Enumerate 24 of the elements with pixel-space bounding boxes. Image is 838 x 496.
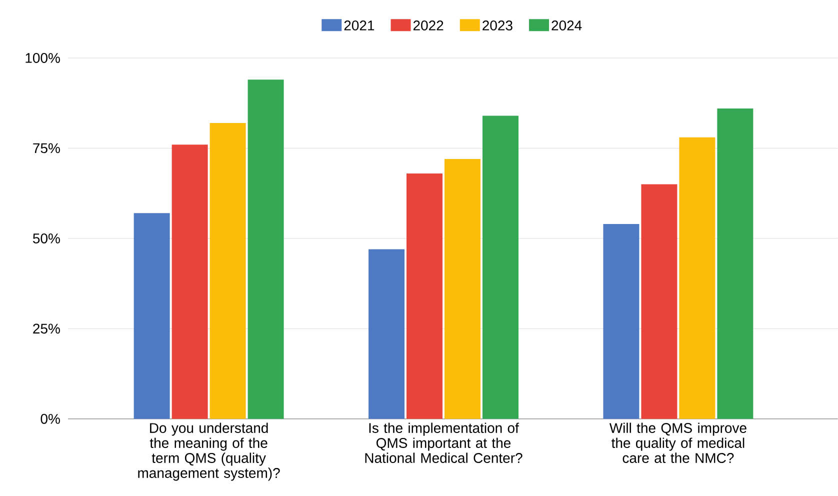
bar — [717, 108, 754, 419]
y-tick-label: 75% — [33, 143, 60, 154]
x-tick-label: Will the QMS improve the quality of medical care at the NMC? — [609, 422, 746, 464]
y-tick-label: 25% — [33, 324, 60, 334]
bar — [679, 137, 716, 419]
legend-label: 2023 — [482, 20, 512, 30]
bar — [368, 249, 405, 419]
y-tick-label: 0% — [40, 414, 60, 424]
legend-label: 2021 — [344, 20, 374, 30]
bar — [603, 224, 640, 419]
x-tick-label: Do you understand the meaning of the term QMS (quality management system)? — [138, 422, 280, 481]
bar — [406, 174, 443, 419]
bar — [641, 184, 678, 419]
bar — [444, 159, 480, 419]
bar — [172, 144, 208, 419]
y-tick-label: 100% — [26, 53, 60, 64]
bar — [248, 80, 284, 419]
legend-label: 2024 — [552, 20, 582, 30]
x-tick-label: Is the implementation of QMS important at the National Medical Center? — [365, 422, 522, 464]
y-tick-label: 50% — [33, 234, 60, 244]
bar — [210, 123, 246, 419]
bar — [134, 213, 170, 419]
bar — [482, 116, 518, 419]
legend-label: 2022 — [413, 20, 444, 30]
